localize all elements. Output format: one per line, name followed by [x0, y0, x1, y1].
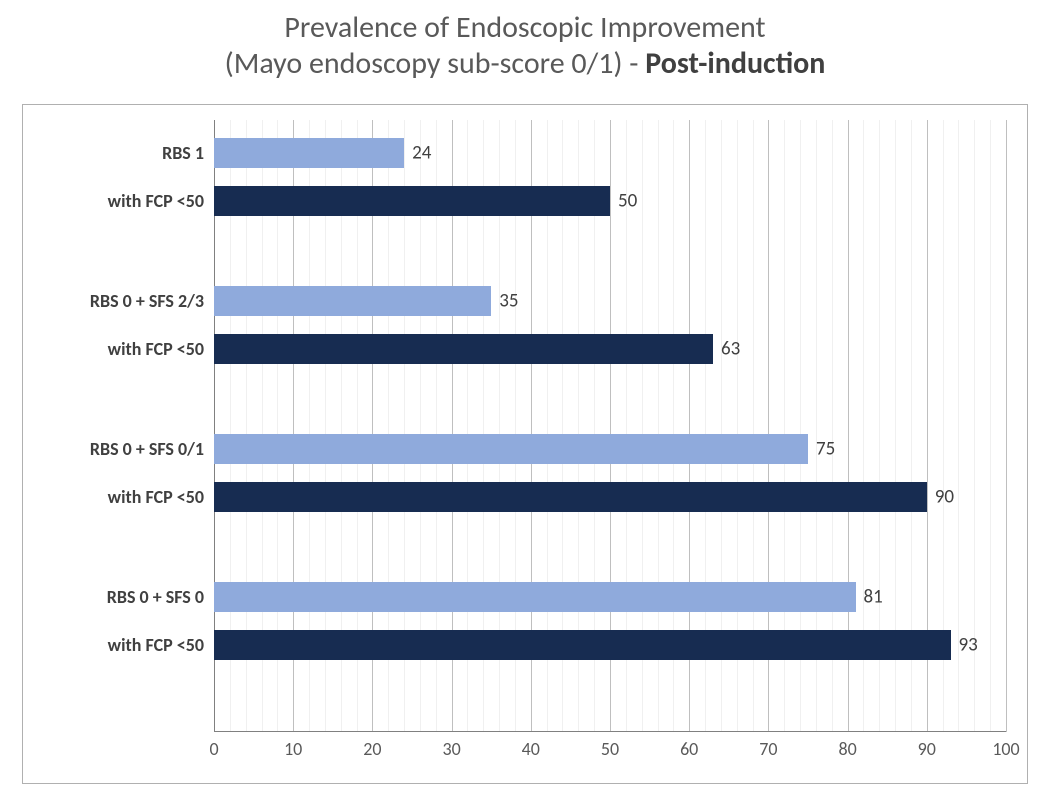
- category-label: RBS 0 + SFS 2/3: [90, 290, 204, 312]
- chart-container: Prevalence of Endoscopic Improvement (Ma…: [0, 0, 1050, 796]
- x-tick-label: 30: [442, 738, 460, 760]
- gridline: [1006, 120, 1007, 732]
- bar-value-label: 90: [935, 486, 954, 509]
- title-line-1: Prevalence of Endoscopic Improvement: [0, 10, 1050, 46]
- bar: [214, 434, 808, 464]
- chart-title: Prevalence of Endoscopic Improvement (Ma…: [0, 0, 1050, 82]
- gridline: [990, 120, 991, 732]
- bar: [214, 186, 610, 216]
- category-label: RBS 1: [162, 142, 204, 164]
- bar: [214, 482, 927, 512]
- bar-value-label: 81: [864, 586, 883, 609]
- x-tick-label: 50: [601, 738, 619, 760]
- x-axis-line: [214, 731, 1006, 732]
- bar-value-label: 35: [499, 290, 518, 313]
- x-tick-label: 0: [209, 738, 218, 760]
- title-line-2: (Mayo endoscopy sub-score 0/1) - Post-in…: [0, 46, 1050, 82]
- bar-value-label: 63: [721, 338, 740, 361]
- category-label: with FCP <50: [108, 486, 204, 508]
- bar: [214, 138, 404, 168]
- bar: [214, 286, 491, 316]
- plot-area: [214, 120, 1006, 732]
- category-label: RBS 0 + SFS 0: [107, 586, 204, 608]
- category-label: with FCP <50: [108, 634, 204, 656]
- category-label: with FCP <50: [108, 190, 204, 212]
- x-tick-label: 90: [918, 738, 936, 760]
- x-tick-label: 10: [284, 738, 302, 760]
- title-line-2-prefix: (Mayo endoscopy sub-score 0/1) -: [225, 45, 646, 82]
- category-label: RBS 0 + SFS 0/1: [90, 438, 204, 460]
- x-tick-label: 60: [680, 738, 698, 760]
- bar-value-label: 93: [959, 634, 978, 657]
- category-label: with FCP <50: [108, 338, 204, 360]
- x-tick-label: 80: [838, 738, 856, 760]
- x-tick-label: 20: [363, 738, 381, 760]
- x-tick-label: 100: [992, 738, 1019, 760]
- bar-value-label: 75: [816, 438, 835, 461]
- x-tick-label: 40: [522, 738, 540, 760]
- bar: [214, 334, 713, 364]
- bar: [214, 630, 951, 660]
- bar-value-label: 24: [412, 142, 431, 165]
- bar: [214, 582, 856, 612]
- x-tick-label: 70: [759, 738, 777, 760]
- bar-value-label: 50: [618, 190, 637, 213]
- title-line-2-bold: Post-induction: [645, 45, 825, 82]
